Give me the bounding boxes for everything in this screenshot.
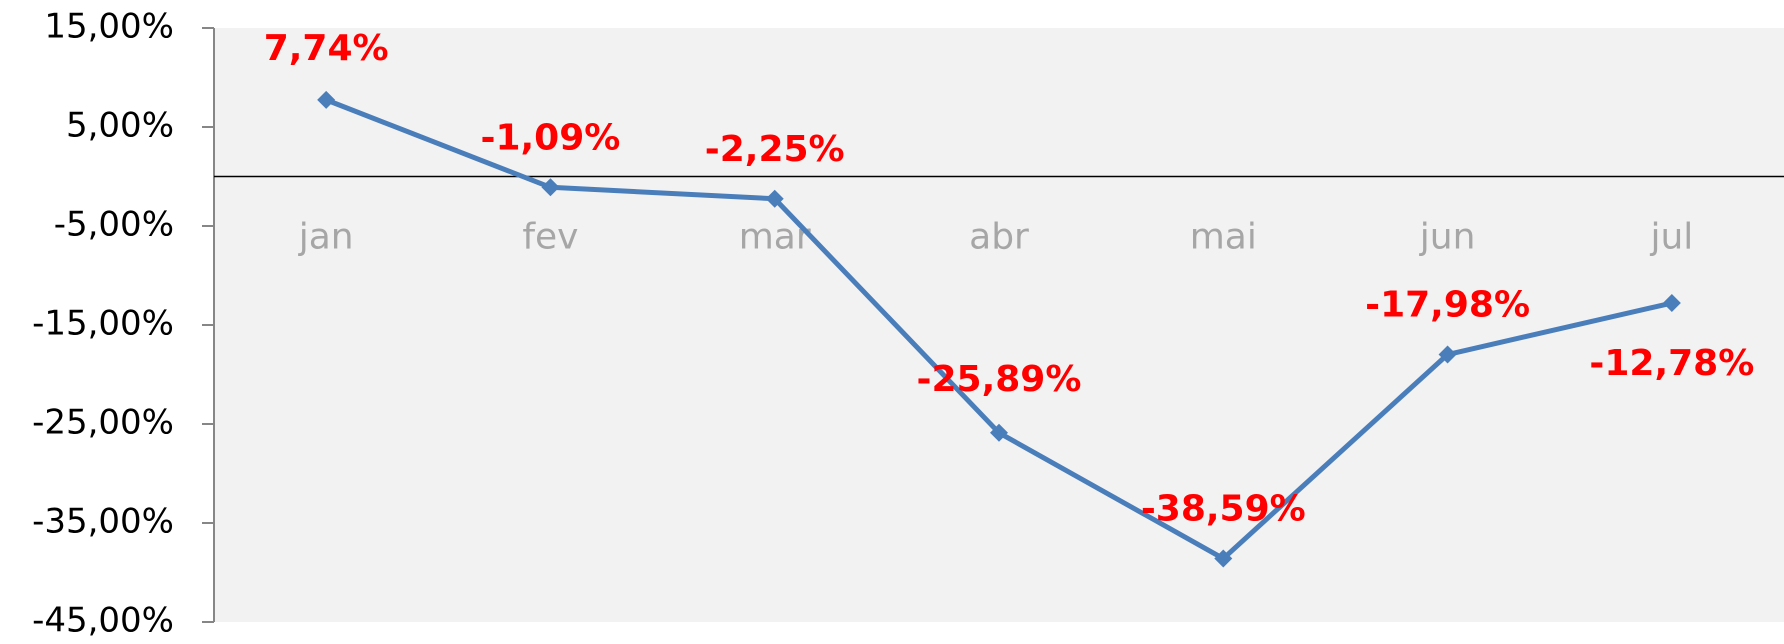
y-tick-label: -25,00% — [32, 403, 174, 443]
y-tick-label: -35,00% — [32, 502, 174, 542]
x-tick-label: mai — [1190, 217, 1257, 258]
x-tick-label: fev — [522, 217, 578, 258]
data-label: 7,74% — [264, 28, 389, 69]
marker — [317, 90, 336, 109]
marker — [990, 423, 1008, 442]
marker — [1662, 294, 1681, 313]
plot-area — [214, 28, 1784, 622]
marker — [765, 189, 784, 208]
x-tick-label: jun — [1419, 217, 1476, 258]
y-tick-label: -5,00% — [54, 205, 174, 245]
marker — [1438, 345, 1457, 364]
x-tick-label: jul — [1649, 217, 1693, 258]
marker — [1214, 549, 1233, 568]
data-label: -2,25% — [705, 129, 845, 170]
data-label: -17,98% — [1365, 285, 1530, 326]
data-label: -38,59% — [1141, 489, 1306, 530]
marker — [541, 178, 560, 197]
data-label: -1,09% — [481, 117, 621, 158]
y-tick-label: -45,00% — [32, 601, 174, 641]
data-label: -12,78% — [1589, 343, 1754, 384]
y-tick-label: 5,00% — [66, 106, 174, 146]
x-tick-label: jan — [298, 217, 354, 258]
data-label: -25,89% — [917, 359, 1082, 400]
x-tick-label: abr — [969, 217, 1029, 258]
y-tick-label: -15,00% — [32, 304, 174, 344]
y-tick-label: 15,00% — [44, 7, 174, 47]
